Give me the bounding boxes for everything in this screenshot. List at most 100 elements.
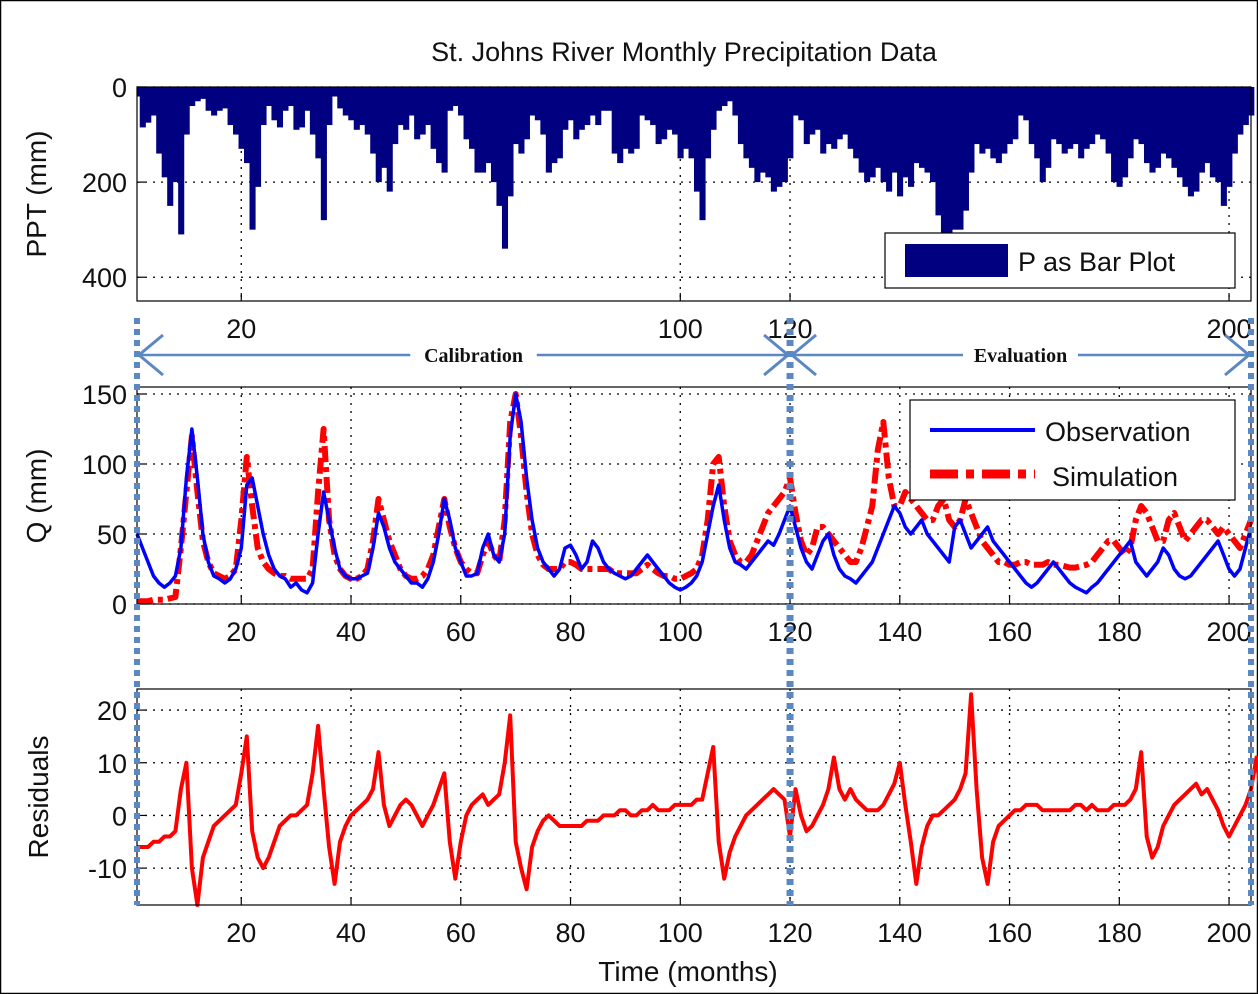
discharge-legend-box [909, 399, 1236, 501]
precip-bar [1138, 87, 1145, 145]
precip-bar [902, 87, 909, 178]
precip-bar [875, 87, 882, 168]
precip-bar [578, 87, 585, 130]
discharge-x-tick-label: 80 [556, 617, 586, 647]
precip-bar [1028, 87, 1035, 145]
precip-bar [1061, 87, 1068, 154]
precip-bar [567, 87, 574, 121]
precip-bar [1012, 87, 1019, 140]
precip-bar [858, 87, 865, 173]
precip-bar [929, 87, 937, 183]
precipitation-axes-box [136, 86, 1252, 302]
precip-bar [973, 87, 980, 145]
residual-y-tick-label: 10 [97, 749, 127, 779]
precip-bar [238, 87, 245, 149]
residual-y-tick-label: -10 [88, 854, 127, 884]
precip-bar [150, 87, 157, 116]
precip-bar [825, 87, 832, 145]
precip-bar [403, 87, 410, 130]
precip-bar [479, 87, 487, 173]
precip-bar [589, 87, 596, 116]
legend-label-simulation: Simulation [1052, 462, 1178, 492]
precip-bar [1094, 87, 1101, 135]
precip-bar [458, 87, 465, 116]
period-annotations: Calibration Evaluation [134, 318, 1254, 905]
precip-bar [573, 87, 580, 140]
precip-bar [886, 87, 893, 192]
precip-bar [529, 87, 536, 116]
precip-bar [1045, 87, 1052, 168]
precip-bar [507, 87, 514, 197]
precip-bar [847, 87, 854, 149]
discharge-x-tick-label: 100 [658, 617, 703, 647]
discharge-y-tick-label: 0 [112, 590, 127, 620]
x-axis-label: Time (months) [598, 956, 777, 987]
precip-bar [1001, 87, 1008, 154]
precip-bar [776, 87, 783, 187]
precip-bar [1133, 87, 1140, 140]
precip-bar [452, 87, 459, 107]
evaluation-arrow-head-left [789, 333, 817, 377]
precip-bar [1182, 87, 1189, 187]
precip-bar [233, 87, 240, 135]
legend-label-precip: P as Bar Plot [1018, 247, 1176, 277]
precip-bar [348, 87, 355, 121]
precip-bar [677, 87, 684, 159]
precip-bar [1023, 87, 1030, 121]
discharge-y-tick-label: 100 [82, 450, 127, 480]
precip-bar [447, 87, 454, 111]
residuals-ticks: 20 40 60 80 100 120 140 160 180 200 -10 0 10 20 [88, 696, 1252, 948]
residual-y-tick-label: 20 [97, 696, 127, 726]
precip-bar [534, 87, 541, 121]
precip-bar [666, 87, 673, 130]
calibration-label-bg [410, 342, 537, 366]
precip-bar [326, 87, 333, 126]
precip-bar [441, 87, 448, 173]
precip-bar [375, 87, 382, 183]
precip-bar [946, 87, 953, 235]
residual-x-tick-label: 20 [226, 918, 256, 948]
precip-y-tick-label: 200 [82, 168, 127, 198]
precip-bar [315, 87, 322, 159]
precip-bar [139, 87, 146, 128]
precip-bar [370, 87, 377, 154]
precip-bar [600, 87, 607, 111]
precip-bar [1067, 87, 1074, 149]
precip-y-tick-label: 0 [112, 73, 127, 103]
precip-bar [732, 87, 739, 116]
residual-x-tick-label: 100 [658, 918, 703, 948]
precip-bar [1111, 87, 1118, 183]
precip-x-tick-label: 20 [226, 314, 256, 344]
precip-bar [545, 87, 552, 173]
precip-bar [918, 87, 926, 168]
precip-bar [287, 87, 294, 107]
precip-bar [436, 87, 443, 164]
discharge-x-tick-label: 180 [1097, 617, 1142, 647]
precip-bar [699, 87, 706, 221]
precip-y-tick-label: 400 [82, 263, 127, 293]
precip-bar [869, 87, 876, 178]
evaluation-arrow-head-right [1224, 333, 1252, 377]
chart-title: St. Johns River Monthly Precipitation Da… [431, 37, 938, 67]
precip-bar [880, 87, 887, 183]
precip-bar [781, 87, 788, 183]
precip-bar [1006, 87, 1013, 145]
precip-bar [611, 87, 618, 154]
discharge-x-tick-label: 200 [1207, 617, 1252, 647]
precip-bar [359, 87, 366, 126]
precip-bar [1122, 87, 1129, 178]
residual-x-tick-label: 160 [987, 918, 1032, 948]
discharge-x-tick-label: 40 [336, 617, 366, 647]
precip-bar [721, 87, 728, 107]
precip-bar [770, 87, 777, 192]
precip-bar [908, 87, 915, 187]
calibration-arrow-head-left [136, 333, 164, 377]
discharge-y-axis-label: Q (mm) [21, 449, 52, 544]
discharge-ticks: 20406080100120140160180200050100150 [82, 380, 1252, 647]
precip-bar [694, 87, 701, 192]
precip-bar [984, 87, 991, 149]
precip-bar [222, 87, 229, 109]
precip-bar [260, 87, 267, 126]
precip-bar [1154, 87, 1162, 168]
precip-bar [1116, 87, 1123, 187]
